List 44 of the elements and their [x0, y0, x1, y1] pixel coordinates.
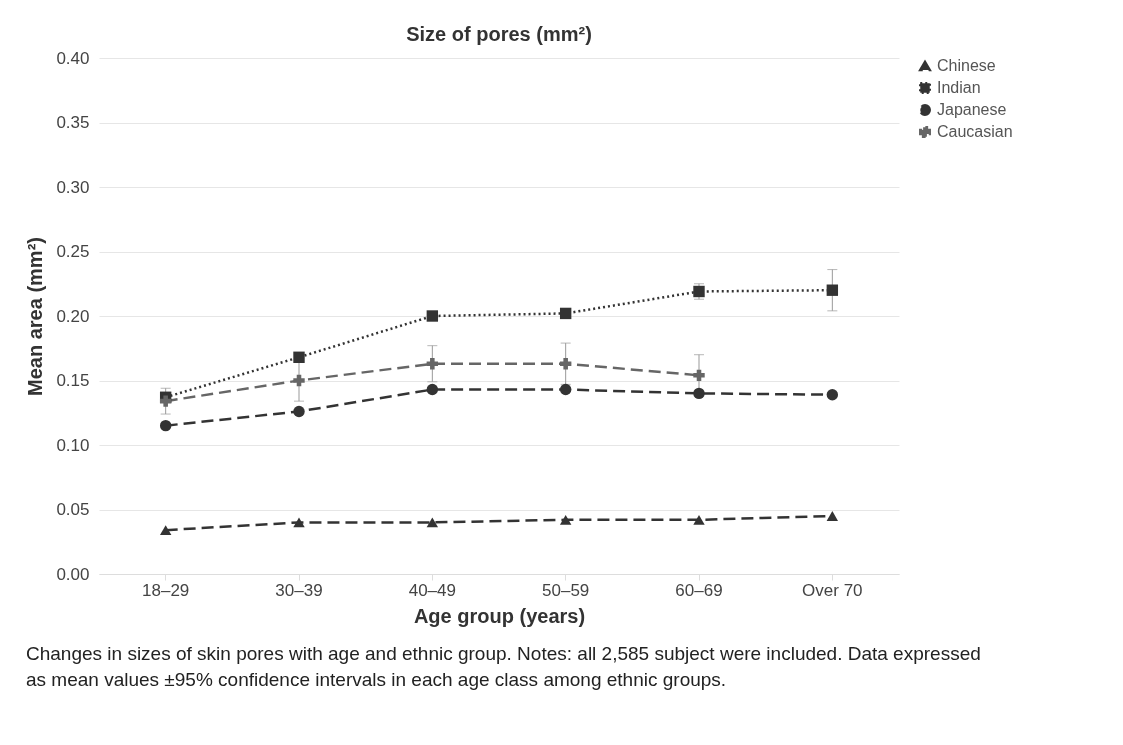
point — [293, 517, 305, 528]
text: Changes in sizes of skin pores with age and ethnic group. Notes: all 2,585 subject were included. Data expressed as mean values ±95% confidence intervals in each age class among ethnic groups. — [26, 642, 982, 692]
y-tick-label: 0.15 — [56, 371, 90, 390]
y-tick-label: 0.00 — [56, 564, 90, 584]
x-axis-title: Age group (years) — [413, 604, 586, 627]
legend-label: Japanese — [937, 101, 1007, 118]
legend-label: Chinese — [937, 57, 996, 74]
x-tick-label: 30–39 — [275, 580, 323, 600]
point — [559, 307, 572, 320]
point — [826, 511, 839, 521]
point — [559, 514, 572, 525]
point — [559, 358, 572, 370]
point — [693, 369, 705, 382]
x-tick-label: 40–49 — [408, 580, 456, 600]
point — [426, 358, 439, 370]
point — [426, 517, 439, 528]
y-tick-label: 0.05 — [56, 500, 90, 519]
chart-title: Size of pores (mm²) — [406, 23, 592, 45]
y-tick-label: 0.40 — [56, 48, 90, 68]
y-tick-label: 0.10 — [56, 435, 90, 455]
point — [159, 419, 172, 432]
point — [693, 387, 705, 400]
y-axis-title: Mean area (mm²) — [24, 237, 47, 396]
point — [159, 395, 172, 407]
point — [293, 405, 305, 418]
point — [826, 284, 839, 296]
x-tick-label: 60–69 — [675, 580, 723, 600]
x-tick-label: 50–59 — [542, 580, 590, 600]
y-tick-label: 0.20 — [56, 306, 90, 326]
point — [826, 389, 839, 401]
point — [559, 383, 572, 396]
y-tick-label: 0.30 — [56, 177, 90, 197]
y-tick-label: 0.25 — [56, 242, 90, 261]
point — [693, 514, 705, 525]
x-tick-label: Over 70 — [802, 580, 863, 600]
point — [293, 374, 305, 387]
point — [159, 525, 172, 536]
legend-label: Caucasian — [937, 123, 1013, 140]
x-tick-label: 18–29 — [142, 580, 190, 600]
legend-label: Indian — [937, 79, 981, 96]
point — [293, 351, 305, 363]
point — [426, 383, 439, 396]
point — [426, 310, 439, 322]
y-tick-label: 0.35 — [56, 113, 90, 132]
